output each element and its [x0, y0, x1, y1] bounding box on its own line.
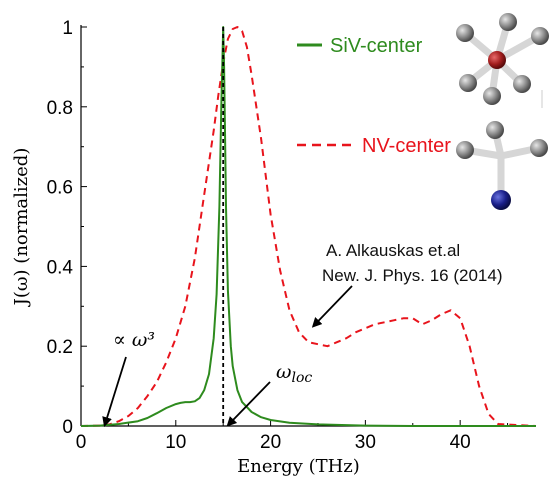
y-tick-label: 0.4: [47, 257, 74, 278]
plot-area: 0 10 20 30 40 0 0.2 0.4 0.6 0.8 1 Energy (THz) J(ω) …: [11, 18, 537, 477]
series-line-nv-center: [80, 26, 537, 427]
annotations: ∝ ω³ ωloc A. Alkauskas et.al New. J. Phy…: [113, 241, 502, 386]
annotation-proportional-omega-cubed: ∝ ω³: [113, 329, 155, 351]
y-tick-label: 0.2: [47, 337, 73, 358]
x-axis-label: Energy (THz): [237, 456, 360, 477]
x-tick-label: 0: [76, 432, 87, 453]
annotation-citation-line-2: New. J. Phys. 16 (2014): [322, 266, 502, 285]
annotation-omega-loc: ωloc: [276, 361, 312, 386]
series-line-siv-center: [80, 26, 536, 427]
y-tick-label: 0: [62, 417, 73, 438]
annotation-citation-line-1: A. Alkauskas et.al: [326, 241, 460, 260]
y-axis-label: J(ω) (normalized): [11, 148, 32, 308]
nv-molecule-icon: [456, 121, 548, 210]
x-tick-label: 10: [165, 432, 186, 453]
x-tick-label: 40: [450, 432, 471, 453]
siv-molecule-icon: [456, 13, 549, 108]
y-tick-label: 1: [62, 18, 73, 39]
legend-label-siv: SiV-center: [330, 35, 423, 57]
annotation-arrow: [226, 381, 271, 427]
annotation-arrow: [102, 356, 127, 428]
legend-label-nv: NV-center: [362, 135, 451, 157]
y-tick-label: 0.8: [47, 98, 73, 119]
x-tick-label: 30: [355, 432, 376, 453]
legend: SiV-center NV-center: [297, 35, 451, 157]
x-tick-label: 20: [260, 432, 281, 453]
annotation-arrow: [311, 285, 353, 328]
y-tick-label: 0.6: [47, 178, 73, 199]
